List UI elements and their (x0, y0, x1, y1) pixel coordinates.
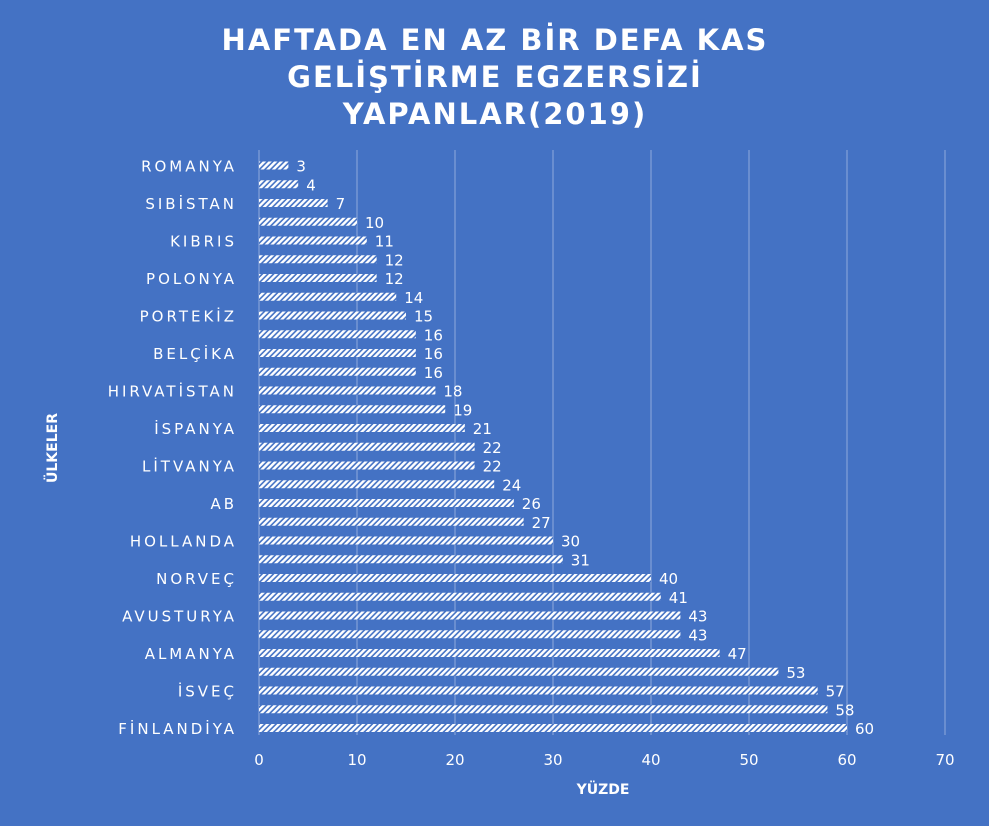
category-label: HIRVATİSTAN (108, 382, 237, 401)
data-label: 21 (473, 420, 492, 438)
data-label: 19 (453, 401, 472, 419)
bar (259, 180, 299, 189)
category-label: AVUSTURYA (122, 608, 237, 626)
bar (259, 367, 416, 376)
bar (259, 480, 495, 489)
data-label: 10 (365, 214, 384, 232)
data-label: 53 (786, 664, 805, 682)
data-label: 22 (483, 458, 502, 476)
data-label: 14 (404, 289, 423, 307)
x-tick-label: 60 (837, 751, 856, 769)
bars (259, 161, 847, 732)
data-label: 16 (424, 345, 443, 363)
bar (259, 592, 661, 601)
bar (259, 667, 779, 676)
category-label: NORVEÇ (156, 570, 237, 588)
bar (259, 349, 416, 357)
x-tick-label: 20 (445, 751, 464, 769)
category-label: SIBİSTAN (145, 194, 237, 213)
bar (259, 255, 377, 264)
x-tick-label: 30 (543, 751, 562, 769)
bar (259, 292, 397, 301)
x-tick-label: 70 (935, 751, 954, 769)
x-tick-label: 0 (254, 751, 264, 769)
category-labels: ROMANYA SIBİSTAN KIBRIS POLONYA PORTEKİZ BELÇ… (108, 158, 237, 739)
category-label: HOLLANDA (130, 533, 237, 551)
bar (259, 424, 465, 432)
data-label: 40 (659, 570, 678, 588)
data-label: 7 (336, 195, 346, 213)
data-label: 12 (385, 270, 404, 288)
bar (259, 649, 720, 657)
grid-lines (258, 150, 946, 735)
bar (259, 499, 514, 507)
bar (259, 555, 563, 564)
bar (259, 199, 328, 207)
chart-title: HAFTADA EN AZ BİR DEFA KAS GELİŞTİRME EG… (221, 23, 769, 131)
category-label: PORTEKİZ (140, 307, 237, 326)
data-label: 3 (296, 158, 306, 176)
x-tick-labels: 0 10 20 30 40 50 60 70 (254, 751, 954, 769)
data-label: 43 (688, 608, 707, 626)
bar (259, 311, 406, 320)
bar (259, 405, 446, 414)
x-tick-label: 50 (739, 751, 758, 769)
data-label: 16 (424, 326, 443, 344)
bar (259, 724, 847, 732)
data-label: 27 (532, 514, 551, 532)
x-tick-label: 10 (347, 751, 366, 769)
data-labels: 3471011121214151616161819212222242627303… (296, 158, 874, 739)
category-label: AB (210, 495, 237, 513)
category-label: KIBRIS (170, 233, 237, 251)
category-label: ALMANYA (145, 645, 237, 663)
y-axis-title: ÜLKELER (43, 413, 61, 483)
data-label: 24 (502, 476, 521, 494)
bar (259, 236, 367, 245)
data-label: 4 (306, 176, 316, 194)
data-label: 18 (443, 383, 462, 401)
category-label: POLONYA (146, 270, 237, 288)
bar (259, 705, 828, 714)
data-label: 26 (522, 495, 541, 513)
data-label: 41 (669, 589, 688, 607)
bar (259, 330, 416, 339)
data-label: 43 (688, 626, 707, 644)
bar (259, 274, 377, 282)
data-label: 15 (414, 308, 433, 326)
category-label: İSPANYA (154, 419, 237, 438)
bar (259, 217, 357, 226)
bar (259, 461, 475, 470)
bar (259, 386, 436, 395)
bar (259, 442, 475, 451)
category-label: ROMANYA (141, 158, 237, 176)
x-axis-title: YÜZDE (576, 780, 630, 798)
bar (259, 517, 524, 526)
data-label: 22 (483, 439, 502, 457)
data-label: 60 (855, 720, 874, 738)
data-label: 47 (728, 645, 747, 663)
bar (259, 161, 289, 170)
bar (259, 686, 818, 695)
bar (259, 630, 681, 639)
data-label: 30 (561, 533, 580, 551)
bar (259, 536, 553, 545)
category-label: LİTVANYA (142, 457, 237, 476)
bar (259, 611, 681, 620)
bar (259, 574, 651, 582)
data-label: 16 (424, 364, 443, 382)
x-tick-label: 40 (641, 751, 660, 769)
data-label: 11 (375, 233, 394, 251)
data-label: 12 (385, 251, 404, 269)
data-label: 58 (835, 701, 854, 719)
data-label: 31 (571, 551, 590, 569)
category-label: BELÇİKA (153, 344, 237, 363)
data-label: 57 (826, 683, 845, 701)
category-label: FİNLANDİYA (118, 719, 237, 738)
category-label: İSVEÇ (178, 682, 237, 701)
